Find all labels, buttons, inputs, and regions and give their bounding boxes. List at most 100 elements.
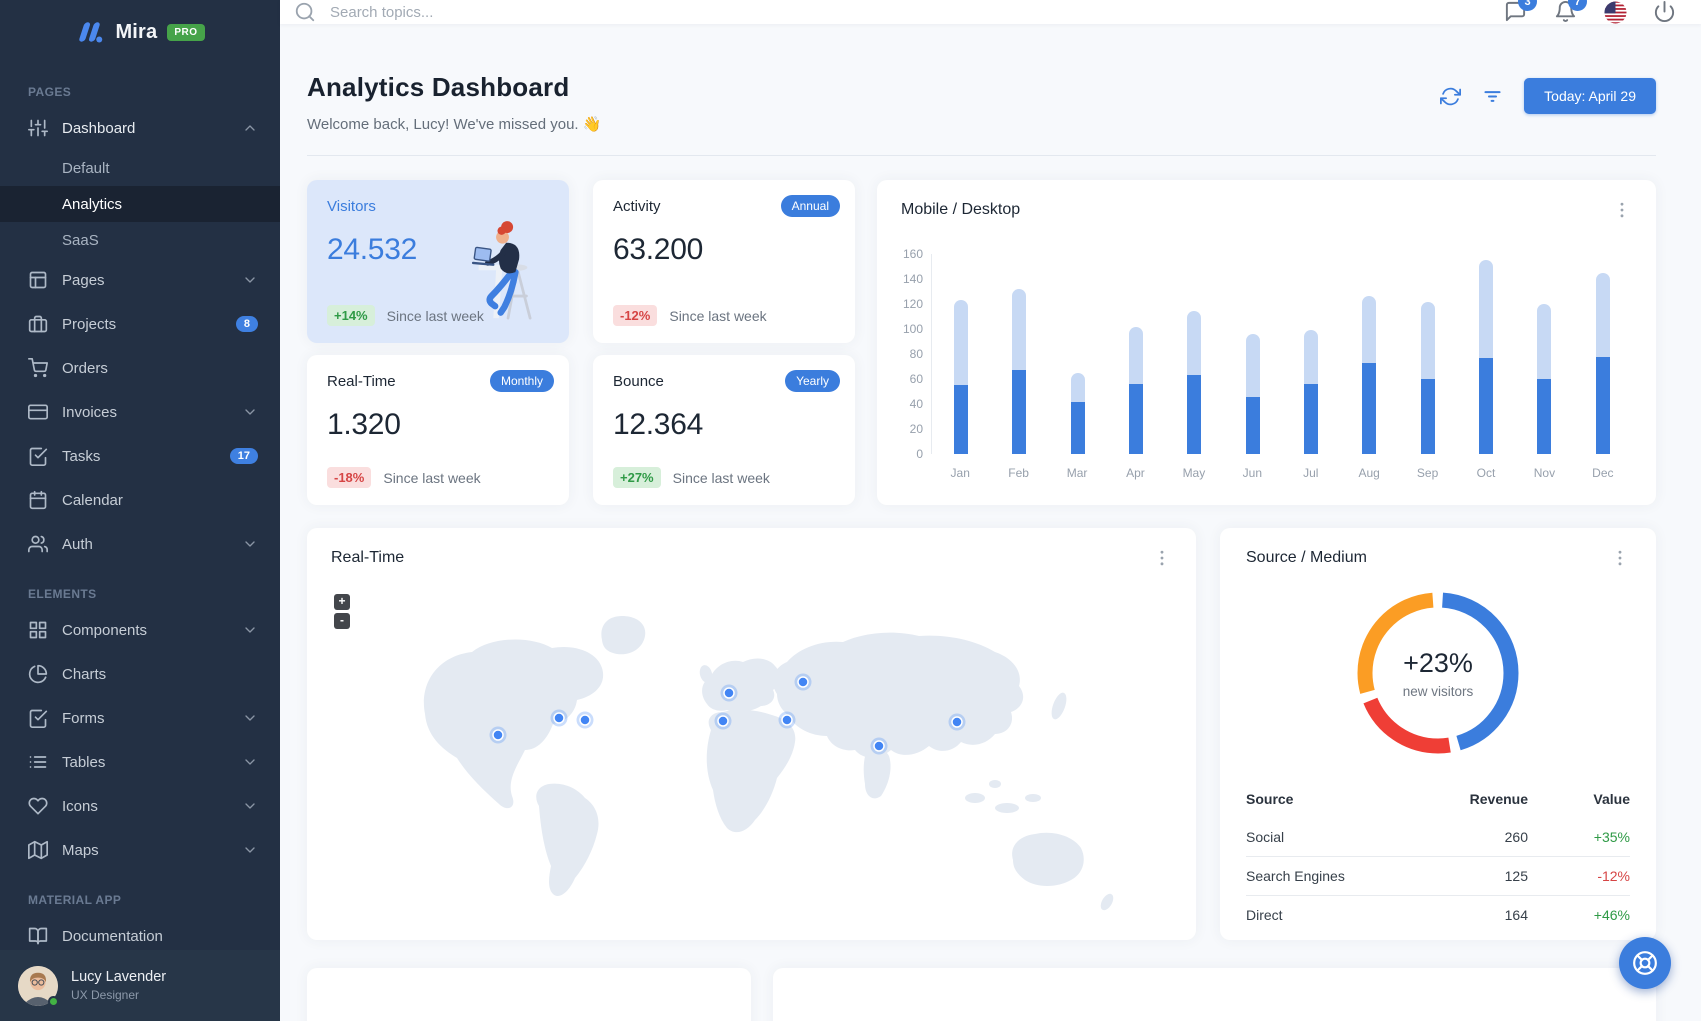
stat-caption: Since last week bbox=[383, 469, 481, 486]
source-menu-kebab-icon[interactable] bbox=[1610, 548, 1630, 568]
notifications-bell-icon[interactable]: 7 bbox=[1554, 0, 1587, 24]
search-bar bbox=[294, 1, 1504, 23]
period-pill[interactable]: Monthly bbox=[489, 370, 554, 392]
sidebar-item-tasks[interactable]: Tasks 17 bbox=[0, 434, 280, 478]
y-axis-tick: 160 bbox=[902, 247, 923, 261]
pie-chart-icon bbox=[28, 664, 48, 684]
world-map[interactable]: + - bbox=[307, 584, 1196, 940]
chart-menu-kebab-icon[interactable] bbox=[1612, 200, 1632, 220]
sidebar-item-invoices[interactable]: Invoices bbox=[0, 390, 280, 434]
y-axis-tick: 140 bbox=[902, 272, 923, 286]
partial-card bbox=[773, 968, 1656, 1021]
visitor-dot[interactable] bbox=[717, 715, 729, 727]
sidebar-subitem-default[interactable]: Default bbox=[62, 159, 110, 177]
bar-dec[interactable] bbox=[1574, 254, 1632, 454]
sidebar-item-maps[interactable]: Maps bbox=[0, 828, 280, 872]
sidebar-item-label: Components bbox=[62, 621, 148, 639]
sidebar-item-label: Calendar bbox=[62, 491, 123, 509]
search-input[interactable] bbox=[330, 3, 750, 21]
layout-icon bbox=[28, 270, 48, 290]
bar-jul[interactable] bbox=[1282, 254, 1340, 454]
bar-jun[interactable] bbox=[1224, 254, 1282, 454]
bar-feb[interactable] bbox=[990, 254, 1048, 454]
map-menu-kebab-icon[interactable] bbox=[1152, 548, 1172, 568]
period-pill[interactable]: Annual bbox=[780, 195, 840, 217]
briefcase-icon bbox=[28, 314, 48, 334]
visitor-dot[interactable] bbox=[797, 676, 809, 688]
sidebar-subitem-analytics[interactable]: Analytics bbox=[0, 186, 280, 222]
brand[interactable]: Mira PRO bbox=[0, 0, 280, 64]
visitor-dot[interactable] bbox=[951, 716, 963, 728]
sidebar-item-tables[interactable]: Tables bbox=[0, 740, 280, 784]
x-axis-label: Oct bbox=[1476, 466, 1496, 480]
sidebar-item-label: Icons bbox=[62, 797, 98, 815]
refresh-icon[interactable] bbox=[1440, 86, 1462, 107]
sidebar-item-dashboard[interactable]: Dashboard bbox=[0, 106, 280, 150]
chevron-down-icon bbox=[242, 798, 258, 814]
stat-caption: Since last week bbox=[386, 307, 484, 324]
sidebar-item-orders[interactable]: Orders bbox=[0, 346, 280, 390]
sidebar-item-components[interactable]: Components bbox=[0, 608, 280, 652]
chevron-down-icon bbox=[242, 622, 258, 638]
x-axis-label: Apr bbox=[1126, 466, 1145, 480]
credit-card-icon bbox=[28, 402, 48, 422]
language-us-flag-icon[interactable] bbox=[1604, 0, 1627, 24]
sidebar-item-projects[interactable]: Projects 8 bbox=[0, 302, 280, 346]
sidebar-item-pages[interactable]: Pages bbox=[0, 258, 280, 302]
chevron-down-icon bbox=[242, 536, 258, 552]
sidebar-count-badge: 17 bbox=[229, 448, 258, 464]
header-divider bbox=[307, 155, 1656, 156]
bar-mar[interactable] bbox=[1049, 254, 1107, 454]
period-pill[interactable]: Yearly bbox=[785, 370, 840, 392]
chevron-down-icon bbox=[242, 404, 258, 420]
filter-icon[interactable] bbox=[1482, 86, 1503, 107]
grid-icon bbox=[28, 620, 48, 640]
stat-card-visitors: Visitors 24.532 +14% Since last week bbox=[307, 180, 569, 343]
sidebar-item-charts[interactable]: Charts bbox=[0, 652, 280, 696]
bar-chart: 160 140 120 100 80 60 40 20 0 Jan Feb Mar Apr May Jun… bbox=[901, 247, 1632, 480]
visitor-dot[interactable] bbox=[492, 729, 504, 741]
main-area: 3 7 bbox=[280, 0, 1701, 1021]
sidebar-item-auth[interactable]: Auth bbox=[0, 522, 280, 566]
sidebar-item-documentation[interactable]: Documentation bbox=[0, 914, 280, 950]
sidebar-item-calendar[interactable]: Calendar bbox=[0, 478, 280, 522]
bar-may[interactable] bbox=[1165, 254, 1223, 454]
table-row-social: Social 260 +35% bbox=[1246, 818, 1630, 857]
power-icon[interactable] bbox=[1653, 0, 1677, 24]
sidebar-subitem-saas[interactable]: SaaS bbox=[62, 231, 99, 249]
visitor-dot[interactable] bbox=[553, 712, 565, 724]
map-zoom-in-button[interactable]: + bbox=[334, 594, 350, 610]
bar-nov[interactable] bbox=[1515, 254, 1573, 454]
cell-value: +35% bbox=[1593, 829, 1630, 845]
col-value: Value bbox=[1593, 791, 1630, 807]
x-axis-label: Mar bbox=[1066, 466, 1088, 480]
visitor-dot[interactable] bbox=[781, 714, 793, 726]
sidebar-item-icons[interactable]: Icons bbox=[0, 784, 280, 828]
sidebar-item-label: Forms bbox=[62, 709, 105, 727]
stat-value: 24.532 bbox=[327, 233, 417, 266]
bar-oct[interactable] bbox=[1457, 254, 1515, 454]
realtime-map-card: Real-Time + - bbox=[307, 528, 1196, 940]
visitor-dot[interactable] bbox=[873, 740, 885, 752]
visitor-dot[interactable] bbox=[579, 714, 591, 726]
sliders-icon bbox=[28, 118, 48, 138]
sidebar-item-label: Dashboard bbox=[62, 119, 136, 137]
sidebar-user[interactable]: Lucy Lavender UX Designer bbox=[0, 950, 280, 1021]
sidebar-item-forms[interactable]: Forms bbox=[0, 696, 280, 740]
support-chat-fab[interactable] bbox=[1619, 937, 1671, 989]
date-filter-button[interactable]: Today: April 29 bbox=[1524, 78, 1656, 114]
search-icon[interactable] bbox=[294, 1, 316, 23]
bar-sep[interactable] bbox=[1399, 254, 1457, 454]
mira-logo-icon bbox=[75, 19, 105, 45]
stat-title: Activity bbox=[613, 198, 661, 215]
visitor-dot[interactable] bbox=[723, 687, 735, 699]
map-zoom-out-button[interactable]: - bbox=[334, 613, 350, 629]
messages-icon[interactable]: 3 bbox=[1504, 0, 1537, 24]
bar-jan[interactable] bbox=[932, 254, 990, 454]
bar-apr[interactable] bbox=[1107, 254, 1165, 454]
cell-source: Direct bbox=[1246, 907, 1283, 923]
x-axis-label: Sep bbox=[1416, 466, 1439, 480]
col-revenue: Revenue bbox=[1469, 791, 1528, 807]
bar-aug[interactable] bbox=[1340, 254, 1398, 454]
brand-name: Mira bbox=[115, 20, 158, 43]
